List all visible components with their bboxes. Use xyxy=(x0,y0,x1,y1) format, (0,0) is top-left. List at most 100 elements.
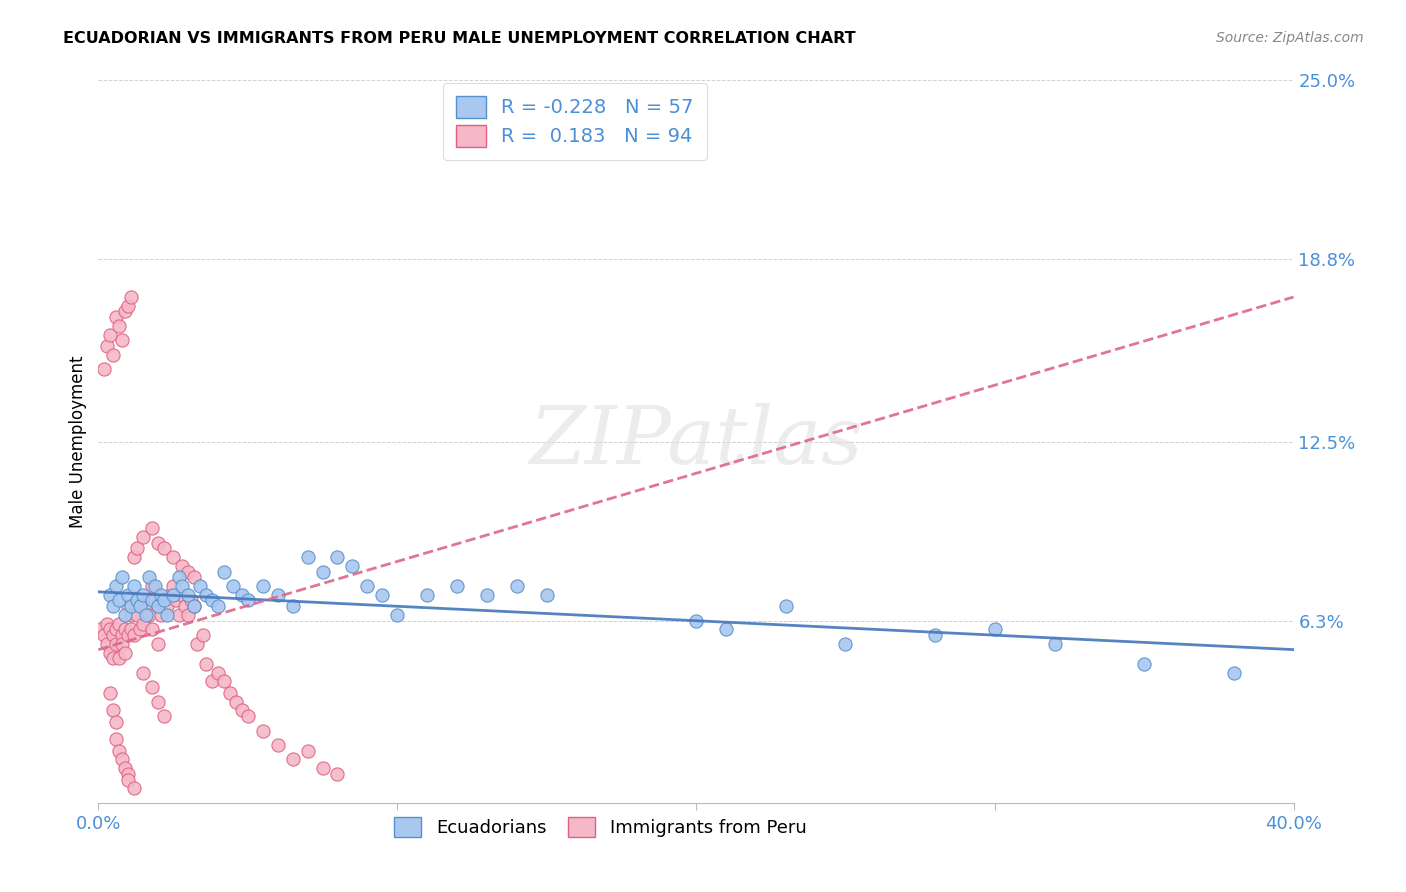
Point xyxy=(416,588,439,602)
Point xyxy=(172,579,194,593)
Point xyxy=(159,588,181,602)
Point xyxy=(138,570,160,584)
Point xyxy=(111,628,134,642)
Point xyxy=(117,772,139,787)
Point xyxy=(117,628,139,642)
Point xyxy=(143,593,166,607)
Point xyxy=(162,579,184,593)
Point xyxy=(174,599,197,614)
Point xyxy=(201,674,224,689)
Point xyxy=(177,588,200,602)
Point xyxy=(124,579,146,593)
Point xyxy=(236,709,259,723)
Point xyxy=(371,588,394,602)
Point xyxy=(165,593,187,607)
Point xyxy=(93,628,115,642)
Point xyxy=(311,761,333,775)
Point xyxy=(90,623,112,637)
Point xyxy=(103,651,125,665)
Point xyxy=(132,665,155,680)
Point xyxy=(138,607,160,622)
Point xyxy=(148,535,170,549)
Point xyxy=(153,593,176,607)
Point xyxy=(183,570,205,584)
Point xyxy=(297,744,319,758)
Point xyxy=(225,695,247,709)
Point xyxy=(114,304,136,318)
Point xyxy=(281,752,304,766)
Point xyxy=(167,607,190,622)
Point xyxy=(132,588,155,602)
Point xyxy=(148,637,170,651)
Point xyxy=(267,588,290,602)
Point xyxy=(446,579,468,593)
Point xyxy=(775,599,797,614)
Point xyxy=(207,599,229,614)
Legend: Ecuadorians, Immigrants from Peru: Ecuadorians, Immigrants from Peru xyxy=(384,806,817,848)
Point xyxy=(188,579,211,593)
Point xyxy=(127,593,149,607)
Point xyxy=(219,686,242,700)
Point xyxy=(150,607,173,622)
Point xyxy=(120,623,142,637)
Point xyxy=(924,628,946,642)
Point xyxy=(117,599,139,614)
Point xyxy=(156,599,179,614)
Text: Source: ZipAtlas.com: Source: ZipAtlas.com xyxy=(1216,31,1364,45)
Point xyxy=(105,623,128,637)
Point xyxy=(148,599,170,614)
Point xyxy=(212,674,235,689)
Point xyxy=(141,521,163,535)
Point xyxy=(96,339,118,353)
Point xyxy=(326,550,349,565)
Point xyxy=(98,646,122,660)
Point xyxy=(111,637,134,651)
Point xyxy=(127,541,149,556)
Point xyxy=(177,607,200,622)
Point xyxy=(984,623,1007,637)
Point xyxy=(714,623,737,637)
Point xyxy=(191,628,214,642)
Point xyxy=(231,703,253,717)
Point xyxy=(506,579,529,593)
Point xyxy=(156,607,179,622)
Point xyxy=(143,579,166,593)
Point xyxy=(93,362,115,376)
Point xyxy=(252,579,274,593)
Point xyxy=(98,588,122,602)
Text: ECUADORIAN VS IMMIGRANTS FROM PERU MALE UNEMPLOYMENT CORRELATION CHART: ECUADORIAN VS IMMIGRANTS FROM PERU MALE … xyxy=(63,31,856,46)
Point xyxy=(536,588,558,602)
Point xyxy=(153,709,176,723)
Point xyxy=(1223,665,1246,680)
Y-axis label: Male Unemployment: Male Unemployment xyxy=(69,355,87,528)
Point xyxy=(212,565,235,579)
Point xyxy=(148,695,170,709)
Point xyxy=(311,565,333,579)
Point xyxy=(180,593,202,607)
Point xyxy=(132,530,155,544)
Point xyxy=(267,738,290,752)
Point xyxy=(108,744,131,758)
Point xyxy=(167,570,190,584)
Point xyxy=(98,623,122,637)
Point xyxy=(153,541,176,556)
Point xyxy=(177,565,200,579)
Point xyxy=(117,588,139,602)
Point xyxy=(183,599,205,614)
Point xyxy=(105,579,128,593)
Point xyxy=(105,637,128,651)
Point xyxy=(172,588,194,602)
Point xyxy=(281,599,304,614)
Point xyxy=(105,714,128,729)
Point xyxy=(129,599,152,614)
Point xyxy=(153,593,176,607)
Point xyxy=(114,761,136,775)
Point xyxy=(124,550,146,565)
Point xyxy=(108,593,131,607)
Point xyxy=(385,607,409,622)
Text: ZIPatlas: ZIPatlas xyxy=(529,403,863,480)
Point xyxy=(297,550,319,565)
Point xyxy=(141,623,163,637)
Point xyxy=(96,637,118,651)
Point xyxy=(183,599,205,614)
